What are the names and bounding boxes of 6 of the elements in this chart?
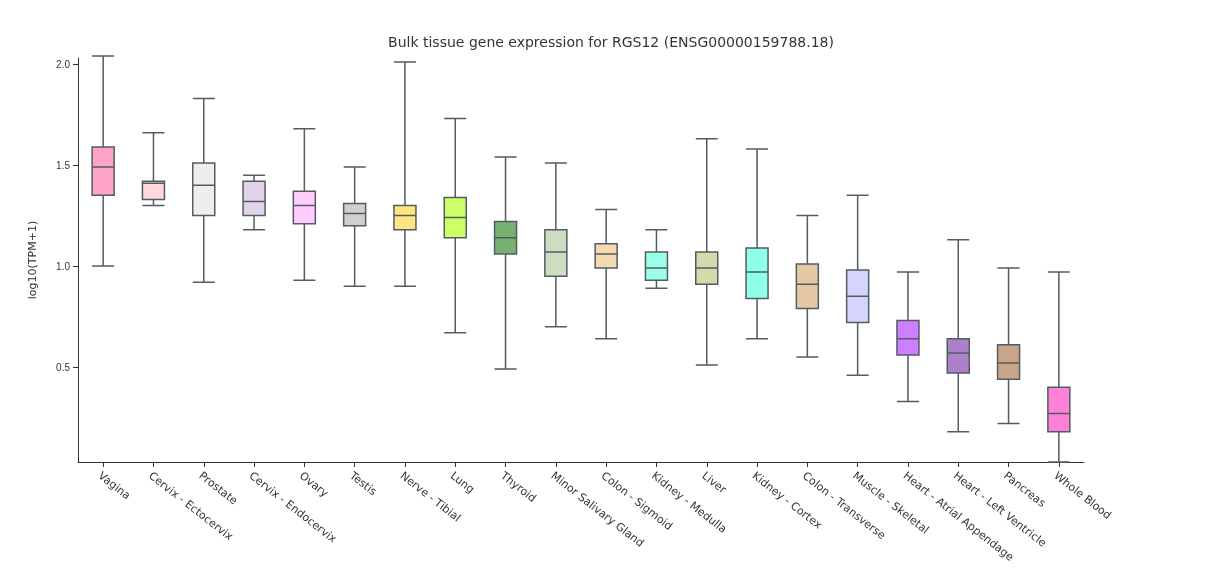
y-tick-label: 2.0: [56, 58, 71, 70]
chart-title: Bulk tissue gene expression for RGS12 (ENSG00000159788.18): [388, 34, 834, 50]
y-tick-label: 1.0: [56, 260, 71, 272]
y-tick-label: 1.5: [56, 159, 71, 171]
y-axis-title: log10(TPM+1): [26, 220, 39, 300]
y-tick-label: 0.5: [56, 361, 71, 373]
